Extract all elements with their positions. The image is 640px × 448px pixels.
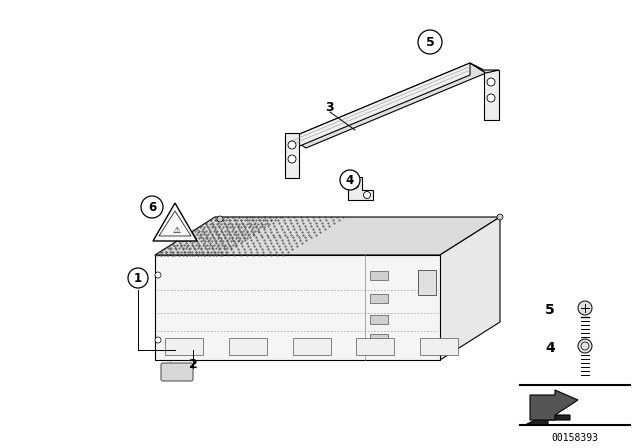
Circle shape	[155, 272, 161, 278]
Polygon shape	[484, 70, 499, 120]
Text: 6: 6	[148, 201, 156, 214]
Circle shape	[141, 196, 163, 218]
Polygon shape	[440, 217, 500, 360]
Circle shape	[364, 191, 371, 198]
Text: 5: 5	[545, 303, 555, 317]
Text: 3: 3	[326, 100, 334, 113]
Circle shape	[155, 337, 161, 343]
FancyBboxPatch shape	[161, 363, 193, 381]
FancyBboxPatch shape	[370, 315, 388, 324]
Polygon shape	[155, 217, 500, 255]
Polygon shape	[530, 390, 578, 420]
FancyBboxPatch shape	[420, 338, 458, 355]
Polygon shape	[348, 177, 373, 200]
FancyBboxPatch shape	[418, 270, 436, 295]
Text: 5: 5	[426, 35, 435, 48]
FancyBboxPatch shape	[370, 294, 388, 303]
Circle shape	[288, 141, 296, 149]
Polygon shape	[470, 63, 499, 73]
Circle shape	[351, 181, 358, 189]
Circle shape	[487, 94, 495, 102]
FancyBboxPatch shape	[228, 338, 267, 355]
Polygon shape	[153, 203, 197, 241]
Text: 00158393: 00158393	[552, 433, 598, 443]
FancyBboxPatch shape	[370, 334, 388, 343]
Circle shape	[340, 170, 360, 190]
Circle shape	[217, 216, 223, 222]
Circle shape	[497, 214, 503, 220]
Polygon shape	[155, 255, 440, 360]
FancyBboxPatch shape	[165, 338, 203, 355]
Text: 1: 1	[134, 271, 142, 284]
Circle shape	[578, 339, 592, 353]
Polygon shape	[285, 133, 299, 178]
Circle shape	[487, 78, 495, 86]
Circle shape	[418, 30, 442, 54]
FancyBboxPatch shape	[356, 338, 394, 355]
Text: 4: 4	[545, 341, 555, 355]
Text: ⚠: ⚠	[173, 225, 181, 234]
FancyBboxPatch shape	[292, 338, 330, 355]
FancyBboxPatch shape	[370, 271, 388, 280]
Polygon shape	[290, 63, 486, 148]
Polygon shape	[290, 63, 470, 150]
Circle shape	[128, 268, 148, 288]
Polygon shape	[525, 415, 570, 425]
Text: 4: 4	[346, 173, 354, 186]
Circle shape	[288, 155, 296, 163]
Text: 2: 2	[189, 358, 197, 370]
Circle shape	[578, 301, 592, 315]
